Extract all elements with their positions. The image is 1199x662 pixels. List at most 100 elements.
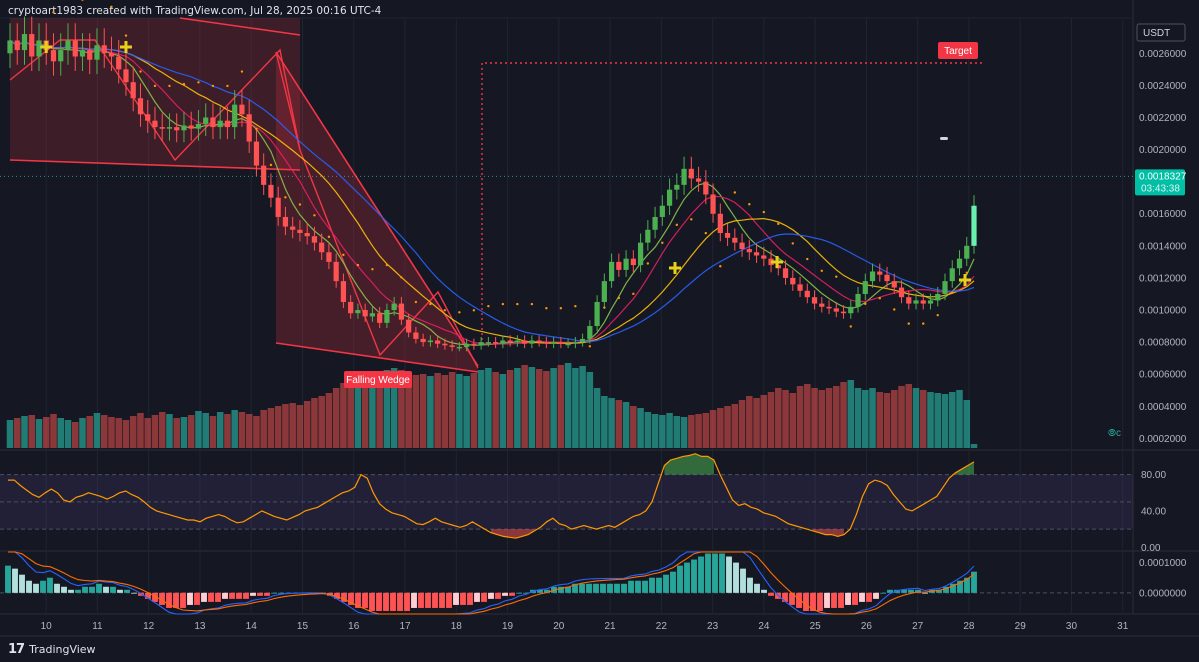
- psar-dot: [472, 309, 476, 312]
- chart-header: cryptoart1983 created with TradingView.c…: [8, 5, 382, 17]
- volume-bar: [622, 402, 630, 448]
- candle-body: [674, 184, 680, 190]
- candle-body: [848, 306, 854, 314]
- footer-brand: TradingView: [29, 643, 96, 656]
- psar-dot: [661, 241, 664, 244]
- candle-body: [536, 340, 542, 343]
- candle-body: [891, 281, 897, 288]
- macd-histogram-bar: [432, 592, 438, 608]
- candle-body: [543, 342, 549, 344]
- macd-histogram-bar: [642, 580, 648, 593]
- macd-histogram-bar: [54, 583, 60, 593]
- macd-histogram-bar: [215, 592, 221, 602]
- macd-histogram-bar: [229, 592, 235, 599]
- macd-histogram-bar: [26, 580, 32, 593]
- macd-histogram-bar: [754, 583, 760, 593]
- macd-histogram-bar: [467, 592, 473, 605]
- moving-average-line: [9, 40, 975, 345]
- candle-body: [724, 233, 731, 238]
- macd-histogram-bar: [19, 574, 25, 593]
- candle-body: [522, 340, 528, 344]
- volume-bar: [702, 413, 710, 448]
- candle-body: [275, 197, 281, 217]
- date-tick-label: 10: [41, 621, 53, 632]
- volume-bar: [586, 372, 594, 448]
- macd-histogram-bar: [243, 592, 249, 599]
- rsi-extreme-fill: [491, 529, 535, 539]
- volume-layer: [6, 363, 978, 448]
- psar-dot: [458, 311, 461, 314]
- volume-bar: [789, 393, 797, 448]
- candle-body: [79, 50, 86, 57]
- volume-bar: [659, 415, 666, 448]
- candle-body: [485, 342, 491, 344]
- rsi-tick-label: 0.00: [1141, 543, 1161, 554]
- signal-cross-marker: [40, 41, 53, 53]
- macd-histogram-bar: [824, 592, 830, 608]
- volume-bar: [35, 419, 43, 448]
- psar-dot: [849, 325, 852, 328]
- volume-bar: [847, 380, 855, 448]
- candle-body: [253, 141, 260, 166]
- volume-bar: [129, 416, 137, 448]
- macd-histogram-bar: [922, 592, 928, 594]
- volume-bar: [825, 388, 833, 448]
- candle-body: [413, 332, 419, 339]
- date-tick-label: 11: [92, 621, 103, 632]
- macd-histogram-bar: [383, 592, 389, 611]
- candle-body: [311, 236, 318, 243]
- macd-histogram-bar: [33, 583, 39, 593]
- volume-bar: [158, 412, 166, 448]
- psar-dot: [632, 292, 635, 296]
- psar-dot: [748, 203, 751, 206]
- macd-histogram-bar: [222, 592, 228, 599]
- psar-dot: [878, 297, 881, 300]
- macd-histogram-bar: [397, 592, 403, 611]
- macd-histogram-bar: [110, 586, 116, 593]
- macd-histogram-bar: [740, 568, 746, 593]
- macd-histogram-bar: [635, 580, 641, 593]
- psar-dot: [719, 265, 722, 268]
- volume-bar: [42, 417, 50, 448]
- macd-histogram-bar: [593, 583, 599, 593]
- candle-body: [898, 287, 905, 298]
- volume-bar: [485, 368, 492, 448]
- volume-bar: [811, 388, 818, 448]
- volume-bar: [970, 444, 978, 448]
- candle-body: [246, 114, 252, 142]
- volume-bar: [173, 418, 180, 448]
- candle-body: [174, 127, 180, 131]
- moving-average-line: [9, 40, 975, 343]
- macd-histogram-bar: [439, 592, 445, 608]
- date-tick-label: 24: [758, 621, 770, 632]
- volume-bar: [804, 384, 811, 448]
- volume-bar: [862, 390, 869, 448]
- macd-histogram-bar: [201, 592, 207, 602]
- volume-bar: [412, 375, 420, 448]
- falling-wedge-label: Falling Wedge: [344, 371, 412, 388]
- volume-bar: [151, 415, 159, 448]
- volume-bar: [688, 415, 695, 448]
- candle-body: [949, 268, 955, 282]
- macd-histogram-bar: [957, 580, 963, 593]
- volume-bar: [543, 371, 550, 448]
- psar-dot: [52, 11, 55, 14]
- candle-body: [732, 237, 738, 243]
- macd-histogram-bar: [572, 583, 578, 593]
- candle-body: [652, 216, 658, 230]
- macd-histogram-bar: [103, 586, 109, 593]
- date-tick-label: 13: [194, 621, 206, 632]
- candle-body: [340, 281, 347, 302]
- volume-bar: [311, 398, 318, 448]
- macd-histogram-bar: [481, 592, 487, 602]
- candle-body: [572, 342, 578, 344]
- volume-bar: [731, 404, 739, 448]
- candle-body: [833, 308, 839, 312]
- macd-histogram-bar: [124, 589, 130, 593]
- currency-selector[interactable]: USDT: [1136, 23, 1186, 42]
- candle-body: [935, 293, 941, 301]
- psar-dot: [936, 313, 939, 317]
- signal-cross-marker: [669, 262, 681, 274]
